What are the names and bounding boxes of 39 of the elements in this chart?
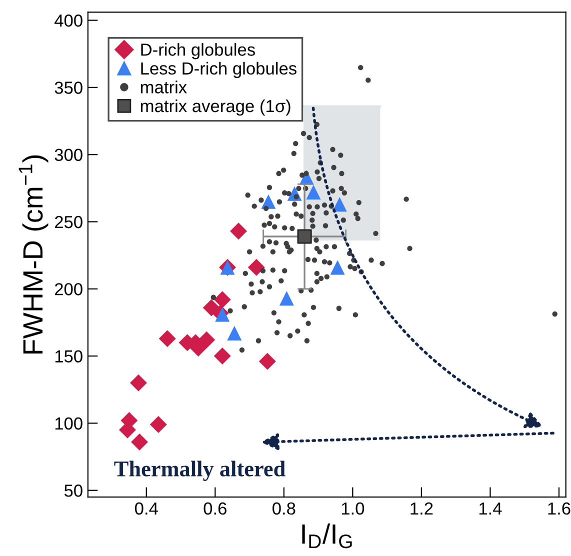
x-tick-label: 0.8 [272,502,296,515]
point [230,222,248,240]
y-tick-label: 200 [54,283,82,296]
y-tick-label: 300 [54,148,82,162]
point [279,291,294,306]
y-axis-title: FWHM-D (cm$^{−1}$) [18,155,48,354]
point [215,307,230,322]
x-tick-label: 1.0 [342,502,364,515]
y-tick-label: 100 [55,417,82,430]
y-tick-label: 250 [54,216,82,228]
point [297,229,312,244]
point [158,330,176,348]
point [248,258,265,276]
annotation: Thermally altered [114,460,286,481]
x-tick-label: 1.2 [410,502,433,515]
point [198,331,216,348]
legend-label: D-rich globules [141,43,255,60]
x-tick-label: 1.6 [548,502,570,515]
point [227,326,242,340]
point [214,348,231,365]
legend-label: matrix [140,80,187,94]
point [214,291,231,308]
legend-label: matrix average (1σ) [140,99,290,116]
legend-label: Less D-rich globules [141,62,296,78]
point [130,374,147,392]
y-tick-label: 50 [64,484,82,497]
point [131,433,148,451]
point [306,184,321,200]
point [150,416,167,434]
point [330,260,345,275]
y-tick-label: 400 [54,14,82,27]
x-tick-label: 1.4 [479,502,502,515]
point [258,352,276,370]
y-tick-label: 350 [54,82,82,94]
point [332,197,347,212]
y-tick-label: 150 [55,350,82,363]
x-tick-label: 0.4 [135,502,158,515]
x-axis-title: I$_{D}$/I$_{G}$ [302,524,352,548]
x-tick-label: 0.6 [204,502,226,515]
